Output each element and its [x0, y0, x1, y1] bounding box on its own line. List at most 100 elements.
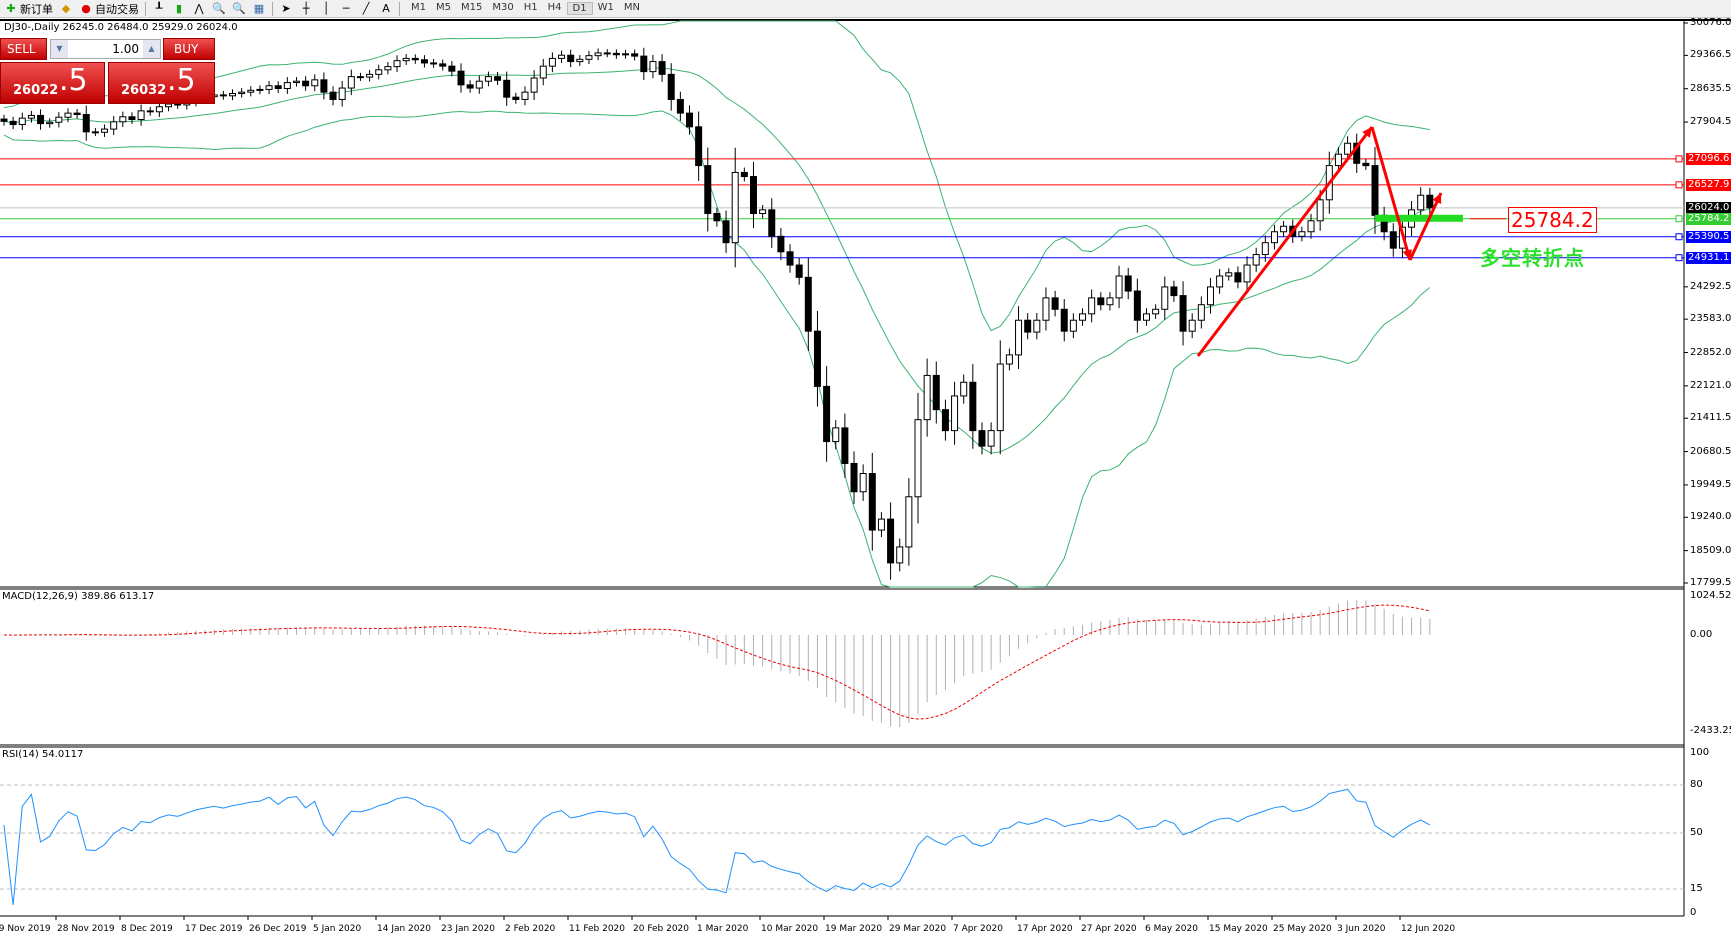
date-label: 25 May 2020	[1273, 924, 1332, 934]
buy-button[interactable]: BUY	[163, 38, 215, 60]
timeframe-m5[interactable]: M5	[436, 2, 451, 13]
candle-bearish	[777, 235, 785, 253]
timeframe-m1[interactable]: M1	[411, 2, 426, 13]
date-label: 19 Nov 2019	[0, 924, 51, 934]
candle-bearish	[795, 264, 803, 278]
lot-size-input[interactable]: ▼ 1.00 ▲	[50, 39, 161, 59]
candle-bearish	[978, 430, 986, 447]
candle-bearish	[512, 96, 520, 100]
hline-button[interactable]: ─	[339, 2, 353, 16]
price-annotation[interactable]: 25784.2	[1508, 207, 1597, 233]
candle-bullish	[1069, 319, 1077, 332]
candle-bearish	[73, 112, 81, 116]
candle-bearish	[430, 62, 438, 65]
candle-icon: ▮	[175, 1, 183, 15]
trendline-button[interactable]: ╱	[359, 2, 373, 16]
trendline-icon: ╱	[362, 1, 370, 15]
candle-bearish	[9, 120, 17, 126]
trend-arrow	[1408, 192, 1443, 261]
sell-price-button[interactable]: 26022.5	[0, 62, 105, 104]
rsi-label: RSI(14) 54.0117	[2, 749, 84, 760]
candle-bullish	[155, 106, 163, 113]
candle-bullish	[347, 76, 355, 89]
timeframe-m15[interactable]: M15	[461, 2, 483, 13]
candle-bearish	[219, 94, 227, 97]
candle-bearish	[420, 59, 428, 64]
decrease-lot-icon[interactable]: ▼	[51, 40, 68, 58]
candle-bullish	[1298, 231, 1306, 237]
zoom-out-button[interactable]: 🔍	[232, 2, 246, 16]
candle-bullish	[247, 89, 255, 93]
text-icon: A	[382, 1, 390, 15]
lot-value[interactable]: 1.00	[112, 42, 139, 56]
level-handle	[1675, 233, 1683, 241]
candle-bullish	[1344, 142, 1352, 155]
market-watch-button[interactable]: ◆	[59, 2, 73, 16]
candle-bullish	[119, 116, 127, 123]
candle-bullish	[521, 91, 529, 100]
level-tag: 27096.6	[1686, 152, 1731, 165]
chart-title: DJ30-,Daily 26245.0 26484.0 25929.0 2602…	[4, 22, 238, 33]
candle-chart-button[interactable]: ▮	[172, 2, 186, 16]
turning-point-label[interactable]: 多空转折点	[1480, 246, 1585, 270]
rsi-line	[3, 788, 1431, 906]
candle-bullish	[393, 60, 401, 68]
auto-trade-button[interactable]: ● 自动交易	[79, 1, 139, 17]
date-label: 7 Apr 2020	[953, 924, 1003, 934]
macd-axis-label: -2433.25	[1690, 725, 1731, 736]
timeframe-m30[interactable]: M30	[492, 2, 514, 13]
tile-button[interactable]: ▦	[252, 2, 266, 16]
rsi-axis-label: 0	[1690, 907, 1697, 918]
date-label: 11 Feb 2020	[569, 924, 626, 934]
candle-bearish	[320, 79, 328, 93]
candle-bearish	[868, 472, 876, 531]
new-order-label: 新订单	[20, 2, 53, 16]
price-tick-label: 20680.5	[1690, 445, 1731, 457]
candle-bullish	[1197, 304, 1205, 321]
candle-bearish	[640, 55, 648, 73]
candle-bearish	[704, 165, 712, 214]
candle-bearish	[356, 76, 364, 79]
macd-axis-label: 1024.52	[1690, 590, 1731, 601]
timeframe-h4[interactable]: H4	[547, 2, 562, 13]
candle-bearish	[1170, 286, 1178, 297]
candle-bearish	[667, 73, 675, 100]
candle-bearish	[1426, 194, 1434, 209]
candle-bearish	[302, 80, 310, 87]
price-tick-label: 19240.0	[1690, 511, 1731, 523]
rsi-axis-label: 50	[1690, 827, 1703, 838]
candle-bullish	[1216, 275, 1224, 288]
timeframe-h1[interactable]: H1	[523, 2, 538, 13]
vline-button[interactable]: │	[319, 2, 333, 16]
zoom-in-button[interactable]: 🔍	[212, 2, 226, 16]
timeframe-d1[interactable]: D1	[566, 2, 593, 15]
candle-bullish	[1152, 308, 1160, 315]
timeframe-mn[interactable]: MN	[623, 2, 640, 13]
candle-bullish	[229, 93, 236, 97]
increase-lot-icon[interactable]: ▲	[143, 40, 160, 58]
candle-bullish	[1280, 225, 1288, 233]
bar-chart-button[interactable]: ┸	[152, 2, 166, 16]
candle-bearish	[804, 276, 812, 332]
cursor-icon: ➤	[281, 1, 291, 15]
buy-price-button[interactable]: 26032.5	[108, 62, 215, 104]
turning-point-bar	[1375, 214, 1463, 222]
new-order-button[interactable]: ✚ 新订单	[4, 1, 53, 17]
text-button[interactable]: A	[379, 2, 393, 16]
candle-bullish	[759, 209, 767, 214]
price-tick-label: 28635.5	[1690, 82, 1731, 94]
date-label: 14 Jan 2020	[377, 924, 431, 934]
line-chart-button[interactable]: ⋀	[192, 2, 206, 16]
level-tag: 25784.2	[1686, 212, 1731, 225]
date-label: 19 Mar 2020	[825, 924, 883, 934]
price-tick-label: 22852.0	[1690, 346, 1731, 358]
candle-bullish	[1225, 272, 1233, 277]
cursor-button[interactable]: ➤	[279, 2, 293, 16]
candle-bullish	[27, 114, 35, 119]
sell-button[interactable]: SELL	[0, 38, 47, 60]
crosshair-button[interactable]: ┼	[299, 2, 313, 16]
crosshair-icon: ┼	[302, 1, 310, 15]
timeframe-w1[interactable]: W1	[597, 2, 614, 13]
candle-bullish	[256, 88, 264, 91]
